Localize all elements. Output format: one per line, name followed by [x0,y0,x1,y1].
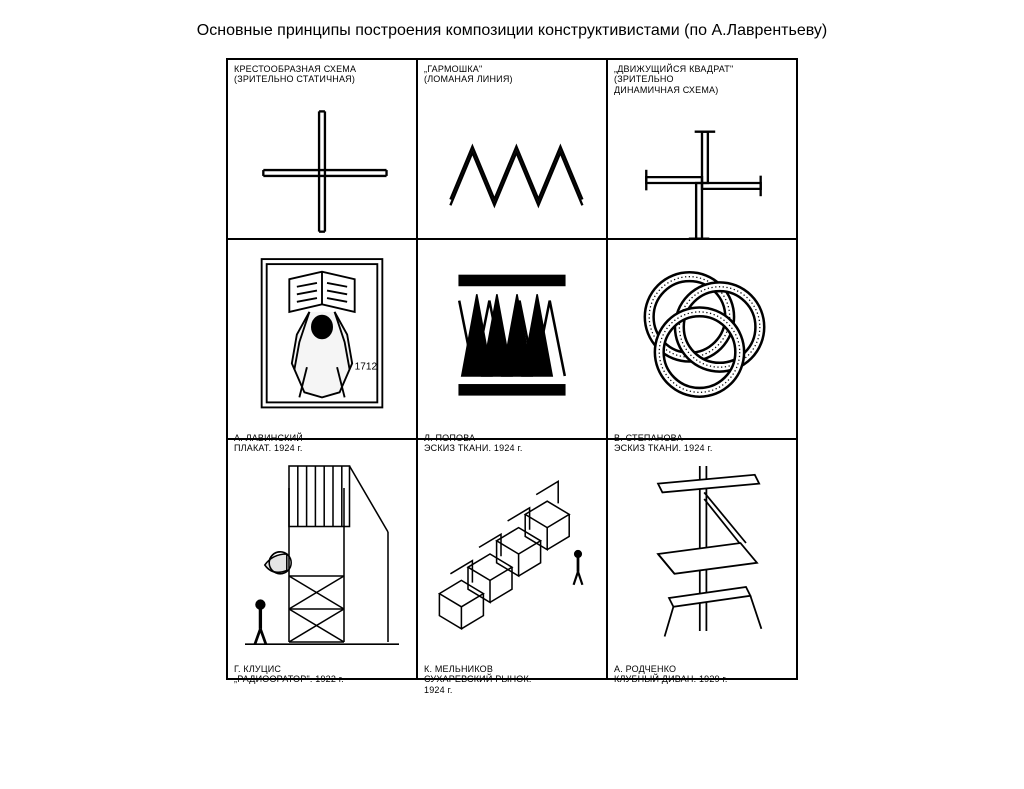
rings-icon [614,244,790,433]
cell-radio: Г. КЛУЦИС „РАДИООРАТОР". 1922 г. [227,439,417,679]
diagram-grid: КРЕСТООБРАЗНАЯ СХЕМА (ЗРИТЕЛЬНО СТАТИЧНА… [226,58,798,680]
label-moving-square: „ДВИЖУЩИЙСЯ КВАДРАТ" (ЗРИТЕЛЬНО ДИНАМИЧН… [614,64,790,95]
fabric-zigzag-icon [424,244,600,433]
cell-cross: КРЕСТООБРАЗНАЯ СХЕМА (ЗРИТЕЛЬНО СТАТИЧНА… [227,59,417,239]
cell-rings: В. СТЕПАНОВА ЭСКИЗ ТКАНИ. 1924 г. [607,239,797,439]
page-title: Основные принципы построения композиции … [0,22,1024,40]
radio-orator-icon [234,444,410,664]
cell-zigzag: „ГАРМОШКА" (ЛОМАНАЯ ЛИНИЯ) [417,59,607,239]
cell-moving-square: „ДВИЖУЩИЙСЯ КВАДРАТ" (ЗРИТЕЛЬНО ДИНАМИЧН… [607,59,797,239]
market-icon [424,444,600,664]
cell-poster: 1712 А. ЛАВИНСКИЙ ПЛАКАТ. 1924 г. [227,239,417,439]
sofa-icon [614,444,790,664]
cell-sofa: А. РОДЧЕНКО КЛУБНЫЙ ДИВАН. 1929 г. [607,439,797,679]
svg-text:1712: 1712 [355,362,378,373]
grid-wrap: КРЕСТООБРАЗНАЯ СХЕМА (ЗРИТЕЛЬНО СТАТИЧНА… [0,58,1024,680]
label-cross: КРЕСТООБРАЗНАЯ СХЕМА (ЗРИТЕЛЬНО СТАТИЧНА… [234,64,410,85]
cell-market: К. МЕЛЬНИКОВ СУХАРЕВСКИЙ РЫНОК. 1924 г. [417,439,607,679]
label-zigzag: „ГАРМОШКА" (ЛОМАНАЯ ЛИНИЯ) [424,64,600,85]
label-sofa: А. РОДЧЕНКО КЛУБНЫЙ ДИВАН. 1929 г. [614,664,790,685]
label-market: К. МЕЛЬНИКОВ СУХАРЕВСКИЙ РЫНОК. 1924 г. [424,664,600,695]
cross-icon [234,85,410,261]
label-radio: Г. КЛУЦИС „РАДИООРАТОР". 1922 г. [234,664,410,685]
cell-fabric: Л. ПОПОВА ЭСКИЗ ТКАНИ. 1924 г. [417,239,607,439]
zigzag-icon [424,85,600,261]
poster-icon: 1712 [234,244,410,433]
